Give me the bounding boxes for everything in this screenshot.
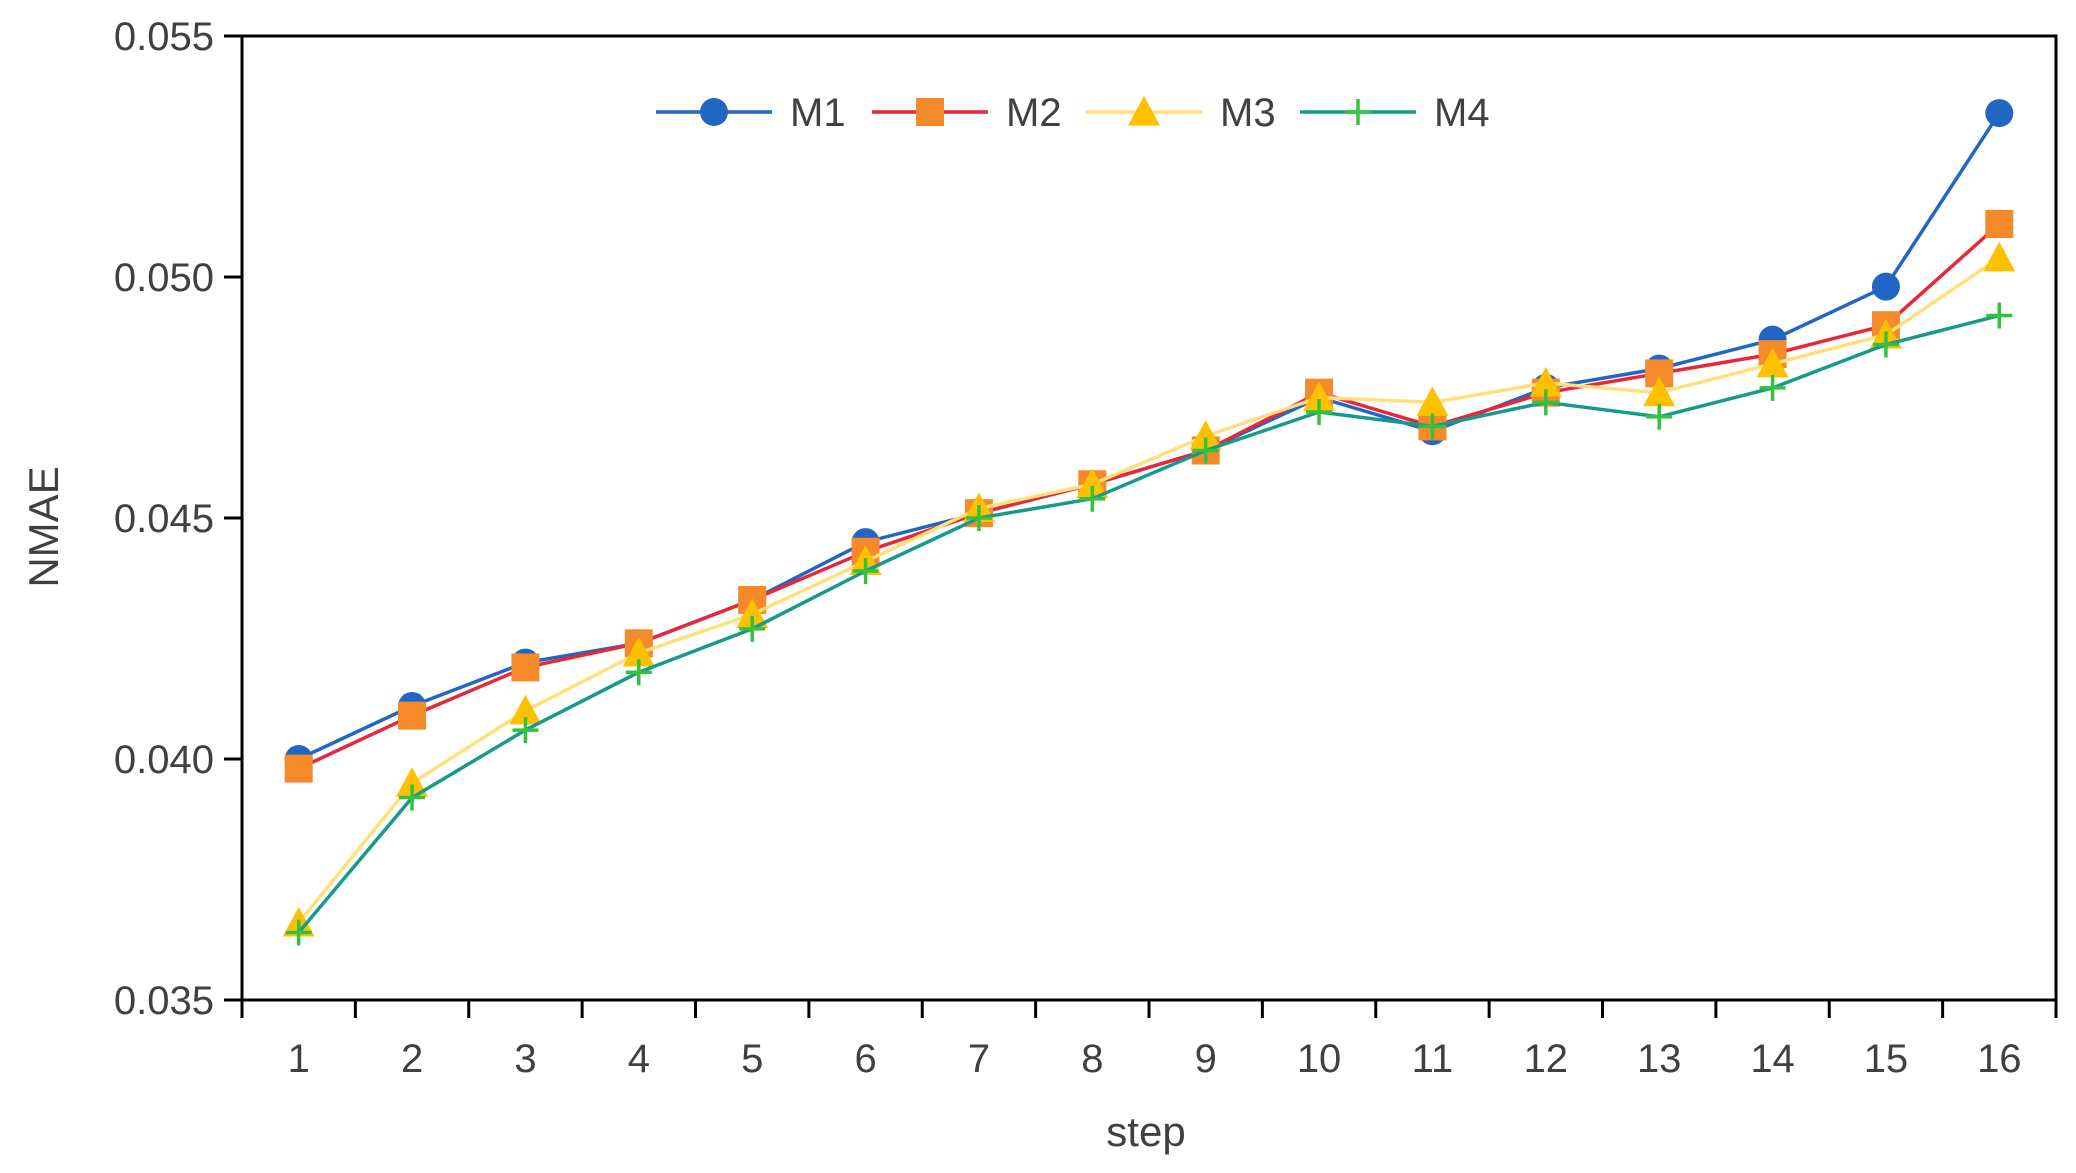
y-tick-label: 0.050 bbox=[114, 256, 214, 300]
data-point-m4 bbox=[965, 505, 992, 531]
data-point-m1 bbox=[1871, 272, 1900, 301]
data-point-m4 bbox=[1986, 302, 2013, 329]
legend-entry-m2: M2 bbox=[872, 91, 1062, 135]
legend-marker bbox=[700, 98, 728, 126]
data-point-m4 bbox=[1872, 331, 1899, 358]
y-tick-label: 0.055 bbox=[114, 15, 214, 59]
y-axis-title: NMAE bbox=[20, 466, 67, 587]
data-point-m3 bbox=[1189, 420, 1222, 450]
data-point-m3 bbox=[396, 767, 429, 797]
y-tick-label: 0.045 bbox=[114, 497, 214, 541]
legend-entry-m3: M3 bbox=[1086, 91, 1276, 135]
series-line-m4 bbox=[297, 313, 2000, 934]
x-axis-title: step bbox=[1106, 1108, 1185, 1155]
data-point-m4 bbox=[1306, 398, 1333, 425]
data-point-m4 bbox=[1419, 413, 1446, 440]
legend: M1 M2 M3 M4 bbox=[656, 91, 1490, 135]
x-tick-label: 9 bbox=[1195, 1037, 1217, 1081]
legend-label: M3 bbox=[1220, 91, 1276, 135]
series-group bbox=[282, 99, 2016, 946]
data-point-m3 bbox=[1983, 241, 2016, 272]
x-tick-label: 5 bbox=[741, 1037, 763, 1081]
data-point-m4 bbox=[852, 558, 879, 585]
data-point-m4 bbox=[625, 659, 652, 686]
data-point-m3 bbox=[509, 694, 542, 725]
x-tick-label: 6 bbox=[854, 1037, 876, 1081]
data-point-m4 bbox=[285, 919, 312, 946]
data-point-m2 bbox=[1985, 209, 2014, 238]
legend-marker bbox=[1345, 99, 1371, 125]
data-point-m3 bbox=[1303, 381, 1336, 412]
data-point-m3 bbox=[1643, 376, 1676, 407]
legend-entry-m1: M1 bbox=[656, 91, 846, 135]
x-tick-label: 15 bbox=[1864, 1037, 1909, 1081]
y-tick-label: 0.035 bbox=[114, 979, 214, 1023]
data-point-m4 bbox=[1759, 374, 1786, 401]
legend-entry-m4: M4 bbox=[1300, 91, 1490, 135]
data-point-m3 bbox=[1529, 367, 1562, 397]
data-point-m2 bbox=[511, 653, 540, 682]
data-point-m4 bbox=[1646, 403, 1673, 430]
data-point-m3 bbox=[622, 636, 655, 667]
legend-label: M4 bbox=[1434, 91, 1490, 135]
x-tick-label: 2 bbox=[401, 1037, 423, 1081]
data-point-m4 bbox=[512, 717, 539, 744]
legend-marker bbox=[1128, 96, 1160, 126]
x-tick-label: 11 bbox=[1412, 1037, 1454, 1081]
y-tick-label: 0.040 bbox=[114, 738, 214, 782]
x-tick-label: 8 bbox=[1081, 1037, 1103, 1081]
series-m4 bbox=[285, 302, 2013, 946]
x-tick-label: 1 bbox=[288, 1037, 310, 1081]
data-point-m4 bbox=[399, 784, 426, 811]
data-point-m3 bbox=[1076, 468, 1109, 498]
data-point-m3 bbox=[1756, 347, 1789, 378]
legend-marker bbox=[916, 98, 944, 126]
data-point-m1 bbox=[1985, 99, 2014, 128]
legend-label: M2 bbox=[1006, 91, 1062, 135]
x-tick-label: 3 bbox=[514, 1037, 536, 1081]
data-point-m4 bbox=[1532, 389, 1559, 416]
x-tick-label: 13 bbox=[1637, 1037, 1682, 1081]
data-point-m2 bbox=[284, 754, 313, 783]
series-m3 bbox=[282, 241, 2016, 937]
x-tick-label: 10 bbox=[1297, 1037, 1342, 1081]
series-line-m2 bbox=[297, 222, 2001, 771]
data-point-m2 bbox=[398, 701, 427, 730]
legend-label: M1 bbox=[790, 91, 846, 135]
data-point-m4 bbox=[739, 615, 766, 642]
data-point-m4 bbox=[1079, 485, 1106, 512]
data-point-m4 bbox=[1192, 437, 1219, 464]
data-point-m3 bbox=[1416, 386, 1449, 416]
series-line-m3 bbox=[297, 256, 2001, 925]
x-tick-label: 12 bbox=[1524, 1037, 1569, 1081]
x-tick-label: 16 bbox=[1977, 1037, 2022, 1081]
x-tick-label: 4 bbox=[628, 1037, 650, 1081]
data-point-m3 bbox=[736, 598, 769, 628]
x-tick-label: 14 bbox=[1750, 1037, 1795, 1081]
x-tick-label: 7 bbox=[968, 1037, 990, 1081]
